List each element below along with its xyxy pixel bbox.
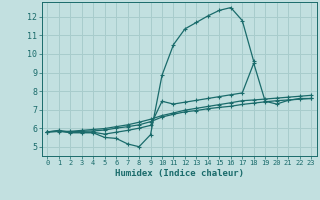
X-axis label: Humidex (Indice chaleur): Humidex (Indice chaleur)	[115, 169, 244, 178]
